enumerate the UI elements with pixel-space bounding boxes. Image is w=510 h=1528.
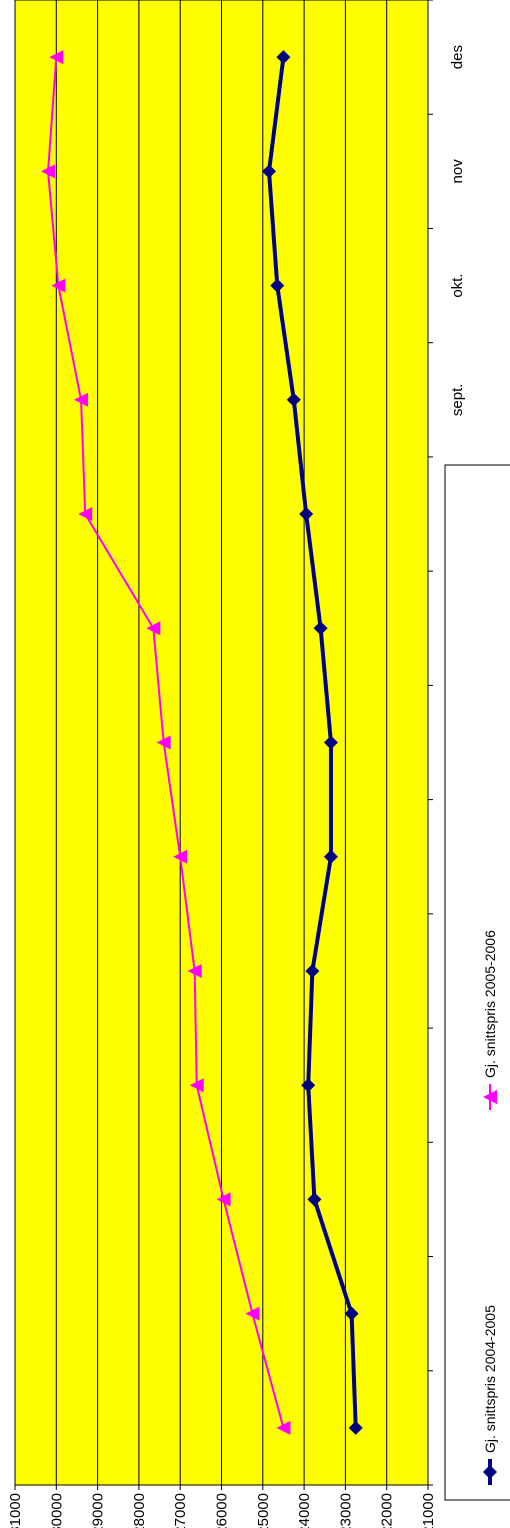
- legend-swatch-marker: [483, 1090, 497, 1104]
- data-point: [173, 849, 188, 864]
- series-2: [41, 50, 291, 1435]
- data-point: [276, 50, 291, 65]
- x-tick-label: sept.: [449, 384, 466, 417]
- y-tick-label: 31000: [7, 1493, 24, 1528]
- data-point: [189, 1078, 204, 1093]
- series-group: [41, 50, 363, 1435]
- data-point: [323, 849, 338, 864]
- data-point: [245, 1306, 260, 1321]
- legend-label: Gj. snittspris 2005-2006: [482, 930, 498, 1078]
- data-point: [323, 735, 338, 750]
- data-point: [78, 507, 93, 522]
- data-point: [348, 1420, 363, 1435]
- data-point: [41, 164, 56, 179]
- x-tick-label: des: [449, 45, 466, 69]
- data-point: [74, 392, 89, 407]
- x-tick-label: okt.: [449, 273, 466, 297]
- y-tick-label: 27000: [172, 1493, 189, 1528]
- data-point: [187, 963, 202, 978]
- series-1: [261, 50, 363, 1435]
- plot-area: [14, 0, 429, 1486]
- data-point: [216, 1192, 231, 1207]
- data-point: [51, 278, 66, 293]
- data-point: [307, 1192, 322, 1207]
- data-point: [156, 735, 171, 750]
- y-axis: 21000 22000 23000 24000 25000 26000 27000 28000…: [7, 1485, 437, 1528]
- data-point: [286, 392, 301, 407]
- y-tick-label: 22000: [379, 1493, 396, 1528]
- legend-label: Gj. snittspris 2004-2005: [482, 1305, 498, 1453]
- x-tick-label: nov: [449, 159, 466, 184]
- data-point: [270, 278, 285, 293]
- legend-swatch-marker: [483, 1465, 497, 1479]
- y-tick-label: 24000: [296, 1493, 313, 1528]
- data-point: [261, 164, 276, 179]
- y-tick-label: 25000: [255, 1493, 272, 1528]
- legend: Gj. snittspris 2004-2005 Gj. snittspris 2…: [444, 464, 510, 1501]
- y-tick-label: 21000: [420, 1493, 437, 1528]
- data-point: [276, 1420, 291, 1435]
- data-point: [313, 621, 328, 636]
- data-point: [344, 1306, 359, 1321]
- data-point: [301, 1078, 316, 1093]
- data-point: [49, 50, 64, 65]
- legend-box: [444, 464, 510, 1501]
- y-tick-label: 28000: [131, 1493, 148, 1528]
- y-tick-label: 29000: [90, 1493, 107, 1528]
- y-tick-label: 23000: [337, 1493, 354, 1528]
- y-tick-label: 30000: [48, 1493, 65, 1528]
- data-point: [305, 963, 320, 978]
- data-point: [299, 507, 314, 522]
- data-point: [146, 621, 161, 636]
- y-tick-label: 26000: [214, 1493, 231, 1528]
